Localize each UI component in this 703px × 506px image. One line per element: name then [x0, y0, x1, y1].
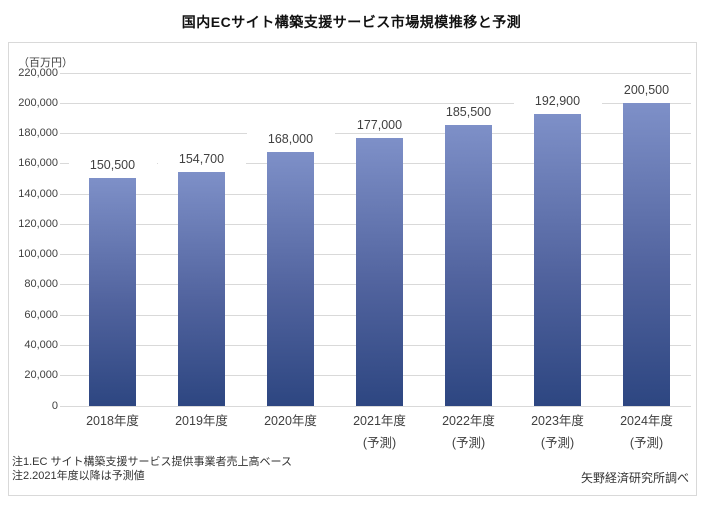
x-axis-category-label: 2020年度	[264, 414, 317, 428]
grid-line	[60, 133, 691, 135]
y-axis-tick-label: 200,000	[18, 96, 58, 109]
x-axis-category-label: 2023年度	[531, 414, 584, 428]
source-credit: 矢野経済研究所調べ	[580, 471, 689, 485]
x-axis-forecast-note: (予測)	[540, 436, 575, 450]
y-axis-tick-label: 160,000	[18, 157, 58, 170]
x-axis-category-label: 2019年度	[175, 414, 228, 428]
y-axis-tick-label: 20,000	[24, 369, 58, 382]
plot-area: 0 20,000 40,000 60,000 80,000 100,000 120,000 1…	[18, 67, 691, 450]
bar	[623, 102, 670, 406]
x-axis-category-label: 2022年度	[442, 414, 495, 428]
bar	[178, 171, 225, 406]
x-axis-forecast-note: (予測)	[451, 436, 486, 450]
bar-value-label: 185,500	[424, 105, 513, 121]
y-axis-tick-label: 60,000	[24, 308, 58, 321]
chart-box: （百万円） 0 20,000 40,000 60,000 80,000 100,000 12…	[8, 42, 697, 496]
y-axis-tick-label: 140,000	[18, 187, 58, 200]
y-axis-tick-label: 40,000	[24, 338, 58, 351]
y-axis-tick-label: 180,000	[18, 127, 58, 140]
bar	[356, 138, 403, 406]
y-axis-tick-label: 0	[51, 399, 58, 412]
x-axis-forecast-note: (予測)	[362, 436, 397, 450]
y-axis-tick-label: 220,000	[18, 66, 58, 79]
y-axis-tick-label: 120,000	[18, 217, 58, 230]
bar-value-label: 192,900	[513, 94, 602, 110]
footnotes: 注1.EC サイト構築支援サービス提供事業者売上高ベース 注2.2021年度以降…	[12, 455, 292, 483]
grid-line	[60, 102, 691, 104]
chart-title: 国内ECサイト構築支援サービス市場規模推移と予測	[181, 14, 522, 30]
x-axis-category-label: 2024年度	[620, 414, 673, 428]
footnote-1: 注1.EC サイト構築支援サービス提供事業者売上高ベース	[12, 456, 292, 468]
y-axis-tick-label: 80,000	[24, 278, 58, 291]
bar-value-label: 154,700	[157, 151, 246, 167]
bar	[89, 178, 136, 406]
y-axis-tick-label: 100,000	[18, 248, 58, 261]
x-axis-forecast-note: (予測)	[629, 436, 664, 450]
grid-line	[60, 72, 691, 74]
bar	[534, 114, 581, 406]
x-axis-category-label: 2021年度	[353, 414, 406, 428]
bar-value-label: 168,000	[246, 131, 335, 147]
bar-value-label: 150,500	[68, 158, 157, 174]
grid-line	[60, 405, 691, 407]
bar-value-label: 177,000	[335, 118, 424, 134]
x-axis-category-label: 2018年度	[86, 414, 139, 428]
y-axis-unit-label: （百万円）	[18, 57, 73, 69]
bar	[445, 125, 492, 406]
bar-value-label: 200,500	[602, 82, 691, 98]
footnote-2: 注2.2021年度以降は予測値	[12, 470, 145, 482]
bar	[267, 151, 314, 406]
